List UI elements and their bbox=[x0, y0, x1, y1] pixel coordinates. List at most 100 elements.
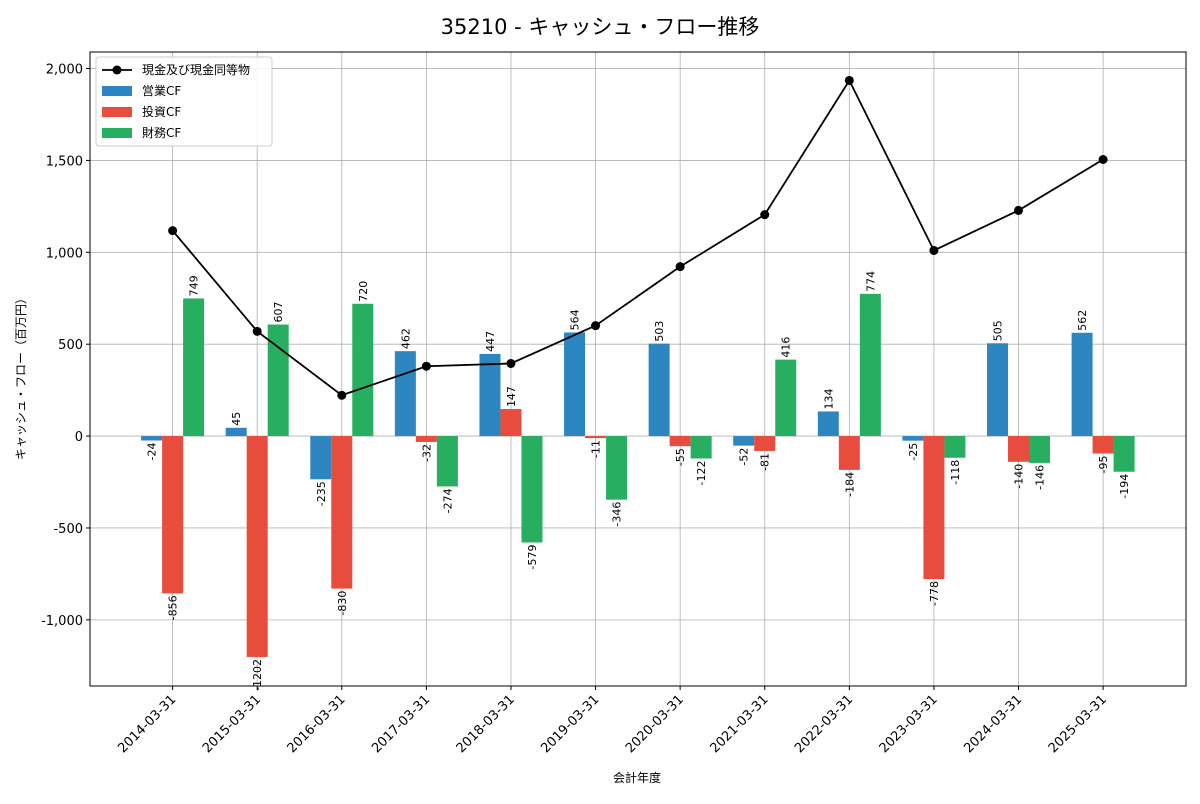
bar-0 bbox=[817, 411, 839, 437]
bar-value-label: -24 bbox=[146, 442, 159, 460]
bar-value-label: 45 bbox=[230, 412, 243, 426]
bar-0 bbox=[902, 436, 924, 441]
bar-value-label: -235 bbox=[315, 481, 328, 506]
bar-value-label: -579 bbox=[526, 544, 539, 569]
bar-0 bbox=[648, 343, 670, 437]
cash-point bbox=[929, 245, 939, 255]
x-tick-label: 2019-03-31 bbox=[538, 692, 602, 756]
x-tick-label: 2015-03-31 bbox=[200, 692, 264, 756]
bar-1 bbox=[162, 436, 184, 594]
x-tick-label: 2024-03-31 bbox=[961, 692, 1025, 756]
bar-1 bbox=[415, 436, 437, 442]
bar-0 bbox=[310, 436, 332, 480]
cash-point bbox=[252, 326, 262, 336]
y-tick-label: 500 bbox=[58, 338, 83, 353]
bar-value-label: -346 bbox=[611, 502, 624, 527]
bar-0 bbox=[1071, 332, 1093, 437]
y-tick-label: 0 bbox=[75, 430, 83, 445]
bar-value-label: -778 bbox=[928, 581, 941, 606]
bar-value-label: 564 bbox=[569, 309, 582, 330]
bar-2 bbox=[267, 324, 289, 437]
bar-value-label: 416 bbox=[780, 337, 793, 358]
x-tick-label: 2016-03-31 bbox=[285, 692, 349, 756]
cash-point bbox=[591, 321, 601, 331]
bar-value-label: 607 bbox=[272, 302, 285, 323]
bar-2 bbox=[859, 293, 881, 437]
bar-1 bbox=[331, 436, 353, 589]
bar-1 bbox=[500, 409, 522, 437]
bar-value-label: -95 bbox=[1097, 456, 1110, 474]
bar-value-label: 447 bbox=[484, 331, 497, 352]
bar-value-label: -856 bbox=[167, 595, 180, 620]
bar-2 bbox=[521, 436, 543, 543]
bar-0 bbox=[479, 353, 501, 437]
bar-1 bbox=[1008, 436, 1030, 462]
bar-value-label: -81 bbox=[759, 453, 772, 471]
bar-2 bbox=[775, 359, 797, 437]
cash-point bbox=[760, 210, 770, 220]
bar-0 bbox=[225, 427, 247, 437]
bar-value-label: -55 bbox=[674, 448, 687, 466]
bar-0 bbox=[733, 436, 755, 446]
y-tick-label: -1,000 bbox=[41, 614, 83, 629]
grid-layer bbox=[90, 52, 1186, 686]
cash-point bbox=[337, 390, 347, 400]
y-tick-label: 2,000 bbox=[46, 63, 83, 78]
legend-label: 投資CF bbox=[142, 104, 181, 119]
bar-value-label: -11 bbox=[590, 440, 603, 458]
x-tick-label: 2022-03-31 bbox=[792, 692, 856, 756]
bar-value-label: -146 bbox=[1034, 465, 1047, 490]
bar-value-label: -25 bbox=[907, 443, 920, 461]
bar-value-label: -140 bbox=[1013, 464, 1026, 489]
bar-value-label: -122 bbox=[695, 460, 708, 485]
x-tick-label: 2025-03-31 bbox=[1046, 692, 1110, 756]
cash-point bbox=[675, 262, 685, 272]
y-tick-label: 1,000 bbox=[46, 246, 83, 261]
line-layer bbox=[168, 75, 1108, 400]
cash-point bbox=[1098, 155, 1108, 165]
bar-value-label: 720 bbox=[357, 281, 370, 302]
bar-value-label: 134 bbox=[822, 388, 835, 409]
bar-2 bbox=[183, 298, 205, 437]
legend-frame bbox=[95, 56, 273, 147]
x-tick-label: 2014-03-31 bbox=[115, 692, 179, 756]
legend-line-marker bbox=[112, 65, 122, 75]
bar-value-label: -274 bbox=[441, 488, 454, 513]
bar-layer: -24 45 -235 462 447 564 503 -52 134 -25 505 562 -856… bbox=[141, 271, 1135, 691]
legend-swatch bbox=[102, 107, 132, 117]
bar-value-label: 749 bbox=[188, 275, 201, 296]
cash-point bbox=[844, 75, 854, 85]
bar-value-label: -52 bbox=[738, 448, 751, 466]
y-axis-label: キャッシュ・フロー（百万円） bbox=[14, 292, 28, 460]
bar-0 bbox=[987, 343, 1009, 437]
bar-value-label: 147 bbox=[505, 386, 518, 407]
legend-swatch bbox=[102, 86, 132, 96]
x-tick-label: 2018-03-31 bbox=[454, 692, 518, 756]
y-tick-label: -500 bbox=[53, 522, 83, 537]
bar-2 bbox=[606, 436, 628, 500]
cash-line bbox=[171, 78, 1104, 397]
bar-0 bbox=[394, 351, 416, 437]
bar-2 bbox=[944, 436, 966, 458]
bar-1 bbox=[585, 436, 607, 439]
bar-2 bbox=[690, 436, 712, 459]
legend-swatch bbox=[102, 128, 132, 138]
cash-point bbox=[168, 226, 178, 236]
cash-point bbox=[1014, 205, 1024, 215]
bar-2 bbox=[1113, 436, 1135, 472]
bar-value-label: 462 bbox=[399, 328, 412, 349]
cash-point bbox=[421, 361, 431, 371]
bar-1 bbox=[246, 436, 268, 657]
x-tick-label: 2017-03-31 bbox=[369, 692, 433, 756]
bar-value-label: -184 bbox=[843, 472, 856, 497]
x-tick-label: 2023-03-31 bbox=[877, 692, 941, 756]
cash-point bbox=[506, 358, 516, 368]
bar-2 bbox=[1029, 436, 1051, 463]
bar-value-label: 774 bbox=[864, 271, 877, 292]
bar-1 bbox=[838, 436, 860, 470]
bar-0 bbox=[564, 332, 586, 437]
y-tick-label: 1,500 bbox=[46, 154, 83, 169]
bar-value-label: -1202 bbox=[251, 659, 264, 691]
